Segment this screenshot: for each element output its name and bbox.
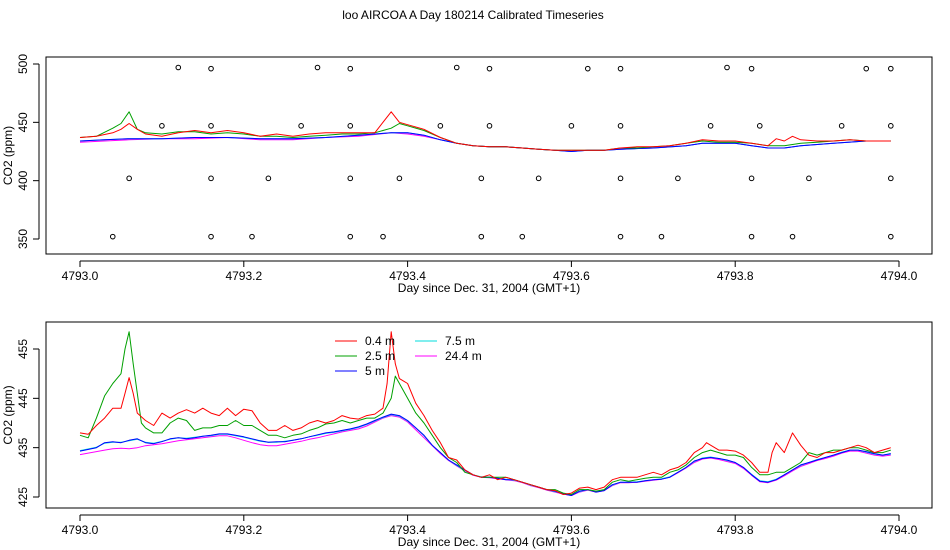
data-marker: [748, 233, 755, 240]
data-marker: [789, 233, 796, 240]
data-marker: [863, 65, 870, 72]
data-marker: [806, 175, 812, 182]
legend-label: 5 m: [365, 364, 385, 378]
x-tick-label: 4793.2: [225, 269, 262, 283]
data-marker: [396, 175, 403, 182]
data-marker: [380, 233, 386, 240]
data-marker: [159, 123, 165, 129]
data-marker: [249, 233, 255, 240]
data-marker: [584, 65, 591, 72]
data-marker: [314, 64, 321, 71]
data-marker: [756, 123, 763, 129]
data-marker: [617, 233, 624, 240]
lower-panel: 4793.0 4793.2 4793.4 4793.6 4793.8 4794.0 Day …: [1, 321, 933, 549]
data-marker: [478, 175, 485, 182]
series-line-4: [79, 132, 891, 152]
data-marker: [478, 233, 485, 240]
y-tick-label: 445: [16, 388, 30, 408]
data-marker: [888, 233, 894, 240]
x-tick-label: 4793.0: [62, 269, 99, 283]
legend-label: 24.4 m: [445, 349, 482, 363]
data-marker: [748, 175, 755, 182]
y-tick-label: 425: [16, 487, 30, 507]
data-marker: [658, 233, 665, 240]
data-marker: [347, 123, 354, 129]
series-line-5: [79, 415, 891, 496]
data-marker: [617, 175, 624, 182]
data-marker: [724, 64, 730, 71]
y-tick-label: 435: [16, 437, 30, 457]
data-marker: [617, 123, 624, 129]
data-marker: [486, 65, 493, 72]
data-marker: [838, 123, 845, 129]
series-line-3: [79, 132, 891, 152]
x-tick-label: 4793.6: [553, 523, 590, 537]
chart-legend: 0.4 m2.5 m5 m 7.5 m24.4 m: [335, 334, 482, 378]
x-tick-label: 4793.4: [389, 523, 426, 537]
y-axis-label: CO2 (ppm): [1, 385, 15, 444]
x-tick-label: 4793.2: [225, 523, 262, 537]
y-axis-label: CO2 (ppm): [1, 126, 15, 185]
data-marker: [888, 123, 894, 129]
x-tick-label: 4793.0: [62, 523, 99, 537]
series-line-5: [79, 132, 891, 152]
upper-panel: 4793.0 4793.2 4793.4 4793.6 4793.8 4794.0 Day …: [1, 54, 933, 295]
x-tick-label: 4793.6: [553, 269, 590, 283]
data-marker: [707, 123, 714, 129]
data-marker: [298, 123, 304, 129]
chart-title: loo AIRCOA A Day 180214 Calibrated Times…: [342, 8, 603, 22]
data-marker: [888, 175, 894, 182]
data-marker: [617, 65, 624, 72]
data-marker: [347, 65, 354, 72]
series-line-3: [79, 413, 891, 496]
legend-label: 2.5 m: [365, 349, 395, 363]
series-line-4: [79, 414, 891, 496]
data-marker: [208, 123, 214, 129]
y-tick-label: 450: [16, 112, 30, 132]
x-tick-label: 4793.4: [389, 269, 426, 283]
legend-label: 7.5 m: [445, 334, 475, 348]
data-marker: [265, 175, 272, 182]
y-tick-label: 400: [16, 170, 30, 190]
x-tick-label: 4793.8: [717, 523, 754, 537]
data-marker: [568, 123, 575, 129]
data-marker: [347, 175, 354, 182]
legend-label: 0.4 m: [365, 334, 395, 348]
plot-frame: [45, 56, 933, 255]
x-axis-label: Day since Dec. 31, 2004 (GMT+1): [398, 535, 580, 549]
y-tick-label: 500: [16, 54, 30, 74]
data-marker: [208, 65, 214, 72]
data-marker: [109, 233, 116, 240]
data-marker: [675, 175, 681, 182]
x-tick-label: 4794.0: [881, 269, 918, 283]
data-marker: [208, 233, 214, 240]
data-marker: [347, 233, 354, 240]
x-axis-label: Day since Dec. 31, 2004 (GMT+1): [398, 281, 580, 295]
plot-frame: [45, 321, 933, 509]
data-marker: [888, 65, 894, 72]
data-marker: [748, 65, 755, 72]
series-line-1: [79, 111, 891, 151]
data-marker: [126, 175, 132, 182]
data-marker: [437, 123, 444, 129]
y-tick-label: 455: [16, 339, 30, 359]
y-tick-label: 350: [16, 229, 30, 249]
data-marker: [519, 233, 526, 240]
series-line-2: [79, 331, 891, 495]
data-marker: [453, 64, 460, 71]
data-marker: [486, 123, 493, 129]
data-marker: [535, 175, 542, 182]
data-marker: [208, 175, 214, 182]
data-marker: [175, 64, 182, 71]
x-tick-label: 4793.8: [717, 269, 754, 283]
x-tick-label: 4794.0: [881, 523, 918, 537]
series-line-1: [79, 331, 891, 495]
